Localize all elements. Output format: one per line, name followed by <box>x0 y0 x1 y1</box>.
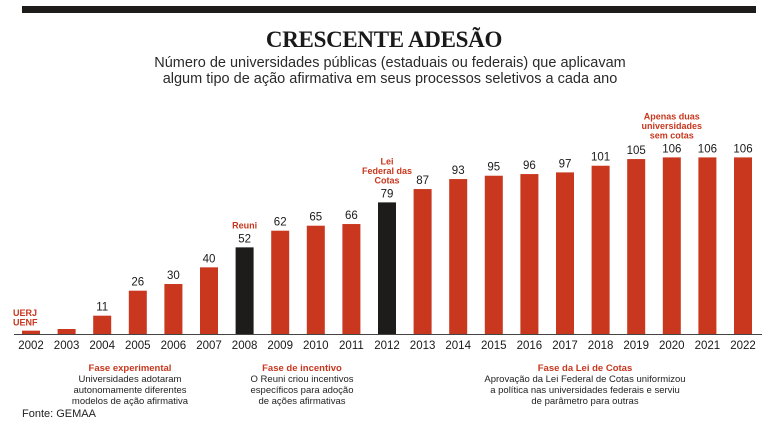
annotation-label: UERJ <box>13 308 37 318</box>
x-tick-label: 2012 <box>374 340 400 352</box>
bar <box>556 172 574 334</box>
bar <box>734 157 752 334</box>
phase-lei-de-cotas-title: Fase da Lei de Cotas <box>537 363 633 374</box>
bar-value-label: 11 <box>96 302 108 314</box>
x-tick-label: 2022 <box>730 340 756 352</box>
x-tick-label: 2020 <box>659 340 685 352</box>
bar <box>520 174 539 334</box>
x-tick-label: 2006 <box>161 340 187 352</box>
x-tick-label: 2005 <box>125 340 151 352</box>
x-tick-label: 2011 <box>339 340 364 352</box>
phase-lei-de-cotas: Fase da Lei de Cotas Aprovação da Lei Fe… <box>455 363 715 407</box>
x-tick-label: 2004 <box>89 340 115 352</box>
bar <box>200 267 218 334</box>
phase-experimental-line: autonomamente diferentes <box>73 385 187 396</box>
annotation-label: universidades <box>642 121 703 131</box>
phase-incentivo-title: Fase de incentivo <box>262 363 342 374</box>
bar-value-label: 30 <box>167 270 180 282</box>
top-rule <box>22 6 756 13</box>
bar <box>128 290 147 334</box>
bar-value-label: 65 <box>309 212 322 224</box>
bar-value-label: 106 <box>662 143 681 155</box>
bar-value-label: 40 <box>203 253 216 265</box>
subtitle-line-1: Número de universidades públicas (estadu… <box>154 55 626 71</box>
bar <box>342 224 361 334</box>
phase-incentivo-line: O Reuni criou incentivos <box>250 374 354 385</box>
x-tick-label: 2010 <box>303 340 329 352</box>
x-tick-label: 2008 <box>232 340 258 352</box>
bar-value-label: 26 <box>131 277 144 289</box>
bar <box>484 175 503 334</box>
bar <box>378 202 396 334</box>
annotation-label: Federal das <box>362 166 412 176</box>
phase-experimental: Fase experimental Universidades adotaram… <box>50 363 210 407</box>
x-tick-label: 2002 <box>18 340 44 352</box>
x-tick-label: 2015 <box>481 340 507 352</box>
annotation-label: Cotas <box>374 175 399 185</box>
bar-value-label: 52 <box>238 233 251 245</box>
bar <box>57 329 76 334</box>
chart-title: CRESCENTE ADESÃO <box>265 27 503 52</box>
phase-incentivo: Fase de incentivo O Reuni criou incentiv… <box>232 363 372 407</box>
x-tick-label: 2007 <box>196 340 222 352</box>
bar-value-label: 105 <box>627 145 646 157</box>
bar-value-label: 101 <box>591 152 610 164</box>
x-tick-label: 2009 <box>267 340 293 352</box>
x-tick-label: 2021 <box>695 340 721 352</box>
bar <box>22 330 40 334</box>
x-tick-label: 2017 <box>552 340 578 352</box>
phase-lei-de-cotas-line: Aprovação da Lei Federal de Cotas unifor… <box>484 374 686 385</box>
bar <box>662 157 681 334</box>
bar <box>235 247 254 334</box>
bar <box>306 225 325 334</box>
annotation-label: sem cotas <box>650 130 694 140</box>
bar <box>164 284 183 334</box>
source-note: Fonte: GEMAA <box>22 408 96 420</box>
bar <box>93 315 112 334</box>
bar <box>449 179 468 334</box>
x-tick-label: 2019 <box>623 340 649 352</box>
bar-value-label: 95 <box>487 162 500 174</box>
phase-lei-de-cotas-line: de parâmetro para outras <box>531 396 639 407</box>
bar-value-label: 87 <box>416 175 429 187</box>
bar-value-label: 79 <box>381 188 394 200</box>
phase-lei-de-cotas-line: a política nas universidades federais e … <box>490 385 680 396</box>
phase-experimental-line: Universidades adotaram <box>78 374 182 385</box>
x-tick-label: 2003 <box>54 340 80 352</box>
bar <box>413 189 432 334</box>
bar <box>271 230 290 334</box>
x-tick-label: 2018 <box>588 340 614 352</box>
bar-value-label: 96 <box>523 160 536 172</box>
annotation-label: UENF <box>13 318 38 328</box>
annotation-label: Reuni <box>232 220 257 230</box>
phase-experimental-line: modelos de ação afirmativa <box>71 396 189 407</box>
x-tick-label: 2016 <box>517 340 543 352</box>
chart-subtitle: Número de universidades públicas (estadu… <box>100 55 680 87</box>
bar <box>698 157 717 334</box>
phase-incentivo-line: de ações afirmativas <box>258 396 346 407</box>
annotation-label: Apenas duas <box>644 111 700 121</box>
phase-experimental-title: Fase experimental <box>88 363 172 374</box>
subtitle-line-2: algum tipo de ação afirmativa em seus pr… <box>162 71 618 87</box>
phase-incentivo-line: específicos para adoção <box>250 385 354 396</box>
bar-value-label: 97 <box>559 158 572 170</box>
bar-value-label: 93 <box>452 165 465 177</box>
bar <box>627 159 646 334</box>
bar-value-label: 66 <box>345 210 358 222</box>
bar-value-label: 106 <box>733 143 752 155</box>
bar <box>591 165 610 334</box>
annotation-label: Lei <box>380 156 393 166</box>
bar-value-label: 62 <box>274 217 287 229</box>
x-tick-label: 2013 <box>410 340 436 352</box>
bar-value-label: 106 <box>698 143 717 155</box>
x-tick-label: 2014 <box>445 340 471 352</box>
